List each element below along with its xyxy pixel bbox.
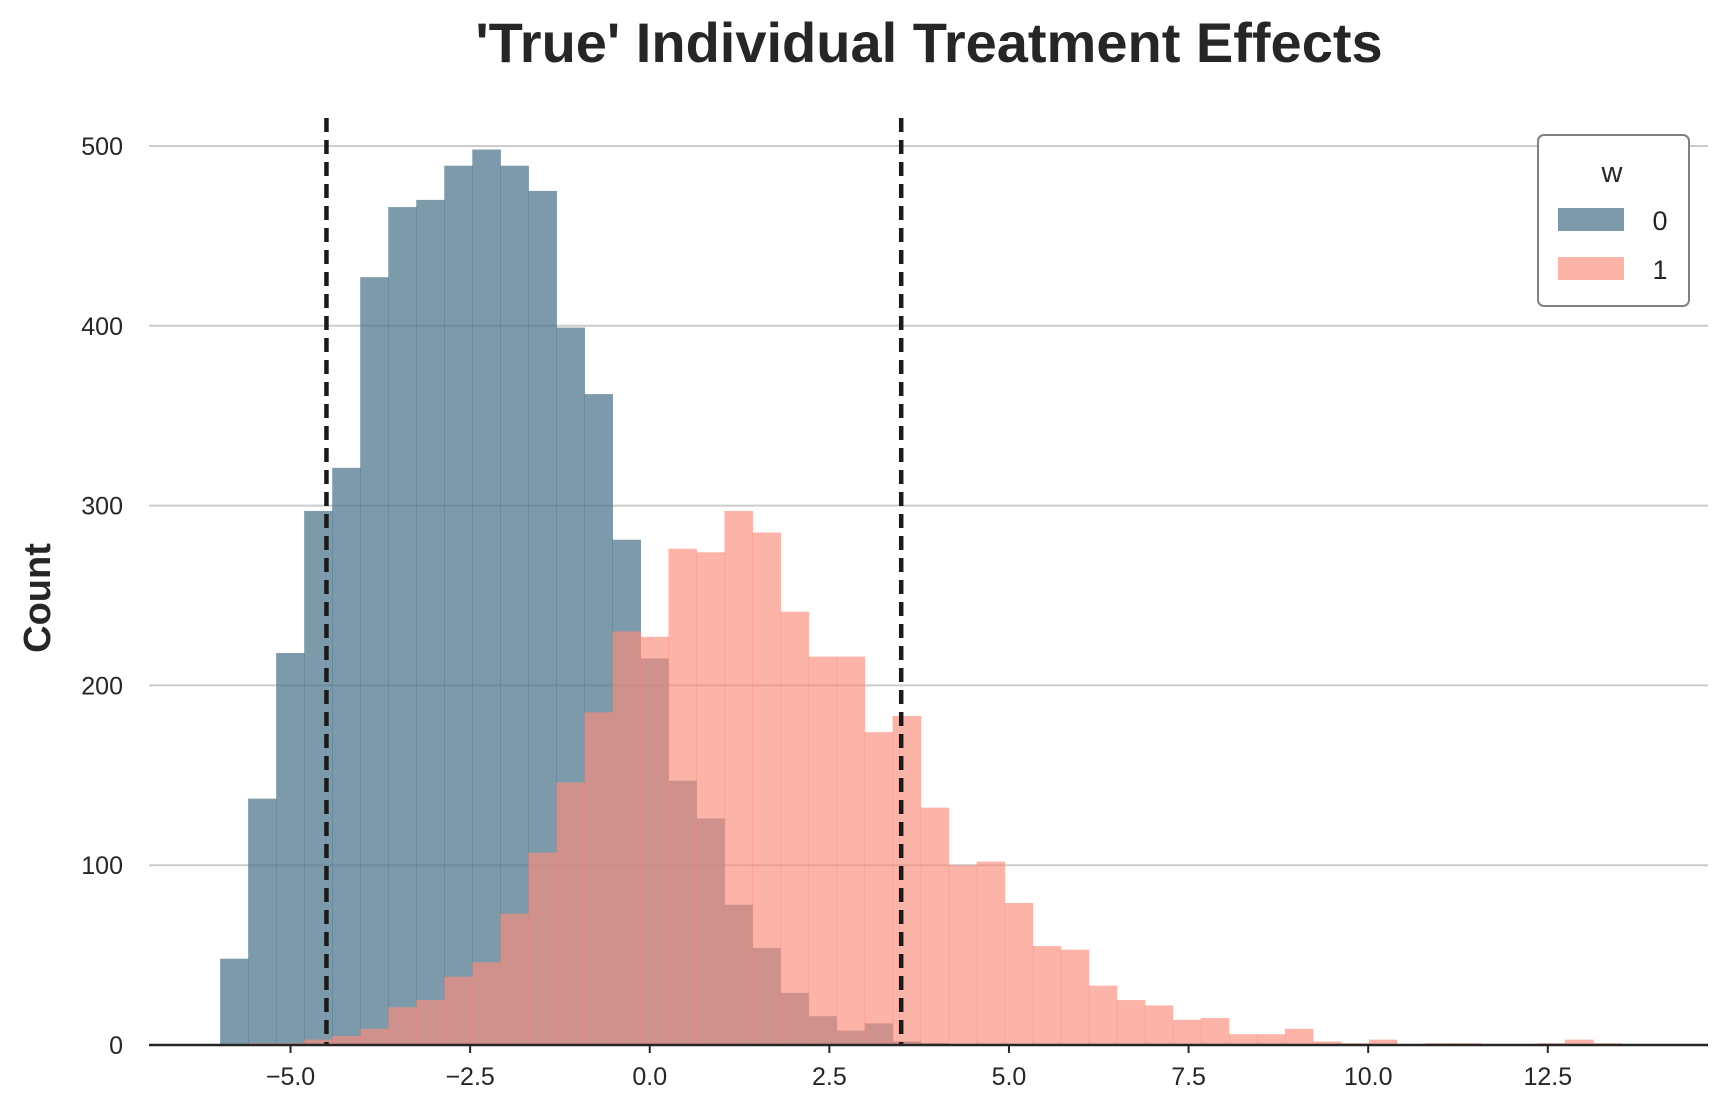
y-tick-label: 0	[109, 1032, 123, 1060]
histogram-bar-series-0	[332, 467, 361, 1046]
y-tick-label: 300	[81, 493, 123, 521]
histogram-bar-series-1	[724, 510, 754, 1046]
x-tick-label: 7.5	[1171, 1063, 1206, 1091]
histogram-bar-series-0	[220, 958, 249, 1045]
x-tick-labels: −5.0 −2.5 0.0 2.5 5.0 7.5 10.0 12.5	[266, 1045, 1572, 1091]
histogram-bar-series-1	[836, 656, 866, 1045]
histogram-bar-series-1	[668, 548, 698, 1045]
histogram-bar-series-0	[388, 207, 417, 1045]
histogram-bar-series-1	[752, 532, 782, 1045]
histogram-bar-series-1	[388, 1007, 417, 1045]
histogram-bar-series-1	[1088, 985, 1118, 1045]
histogram-bar-series-1	[920, 807, 950, 1045]
legend: w 0 1	[1537, 134, 1690, 307]
histogram-bar-series-1	[1256, 1034, 1286, 1045]
histogram-bar-series-0	[416, 199, 445, 1045]
histogram-bar-series-1	[1565, 1039, 1594, 1045]
histogram-bar-series-1	[864, 732, 894, 1045]
histogram-bar-series-0	[276, 653, 305, 1045]
histogram-bar-series-1	[1200, 1018, 1230, 1045]
histogram-bar-series-1	[304, 1039, 333, 1045]
legend-label-0: 0	[1652, 206, 1667, 236]
histogram-bar-series-0	[248, 798, 277, 1045]
histogram-bar-series-1	[808, 656, 838, 1045]
series-1-bars	[248, 510, 1622, 1046]
histogram-bar-series-1	[1368, 1039, 1398, 1045]
histogram-bar-series-1	[1004, 902, 1034, 1045]
histogram-bar-series-1	[584, 712, 613, 1045]
histogram-bar-series-1	[1312, 1041, 1342, 1045]
histogram-bar-series-1	[696, 552, 726, 1045]
histogram-bar-series-1	[1284, 1028, 1314, 1045]
histogram-bar-series-0	[500, 165, 529, 1045]
chart-title: 'True' Individual Treatment Effects	[475, 11, 1382, 74]
histogram-bar-series-1	[948, 865, 978, 1045]
histogram-bar-series-1	[416, 1000, 445, 1045]
y-tick-label: 200	[81, 672, 123, 700]
histogram-bar-series-1	[640, 636, 670, 1045]
histogram-bar-series-1	[976, 861, 1006, 1045]
histogram-bar-series-1	[1228, 1034, 1258, 1045]
y-tick-label: 500	[81, 133, 123, 161]
legend-label-1: 1	[1652, 255, 1667, 285]
x-tick-label: 2.5	[812, 1063, 847, 1091]
histogram-bar-series-1	[1032, 946, 1062, 1045]
y-tick-label: 100	[81, 852, 123, 880]
legend-swatch-1	[1558, 257, 1624, 280]
histogram-bar-series-1	[444, 976, 473, 1045]
histogram-bar-series-1	[612, 631, 642, 1045]
histogram-bar-series-1	[1116, 1000, 1146, 1045]
histogram-bar-series-1	[1172, 1019, 1202, 1045]
histogram-bar-series-0	[444, 165, 473, 1045]
histogram-bar-series-1	[528, 852, 557, 1045]
y-tick-labels: 0 100 200 300 400 500	[81, 133, 123, 1060]
reference-lines	[324, 118, 904, 1045]
x-tick-label: 0.0	[632, 1063, 667, 1091]
x-tick-label: −5.0	[266, 1063, 315, 1091]
histogram-bar-series-1	[1144, 1005, 1174, 1045]
y-tick-label: 400	[81, 313, 123, 341]
x-tick-label: 10.0	[1344, 1063, 1393, 1091]
histogram-bar-series-1	[556, 782, 585, 1045]
histogram-bar-series-1	[360, 1028, 389, 1045]
y-axis-label: Count	[17, 543, 59, 653]
histogram-bar-series-0	[472, 149, 501, 1045]
legend-swatch-0	[1558, 208, 1624, 231]
histogram-bar-series-1	[1060, 949, 1090, 1045]
x-tick-label: 12.5	[1523, 1063, 1572, 1091]
x-tick-label: −2.5	[445, 1063, 494, 1091]
legend-title: w	[1601, 157, 1624, 189]
histogram-bar-series-0	[360, 277, 389, 1045]
histogram-bar-series-1	[892, 715, 922, 1045]
histogram-bar-series-1	[332, 1036, 361, 1045]
histogram-bar-series-1	[780, 611, 810, 1045]
histogram-bar-series-1	[472, 962, 501, 1045]
histogram-bar-series-1	[500, 913, 529, 1045]
x-tick-label: 5.0	[992, 1063, 1027, 1091]
